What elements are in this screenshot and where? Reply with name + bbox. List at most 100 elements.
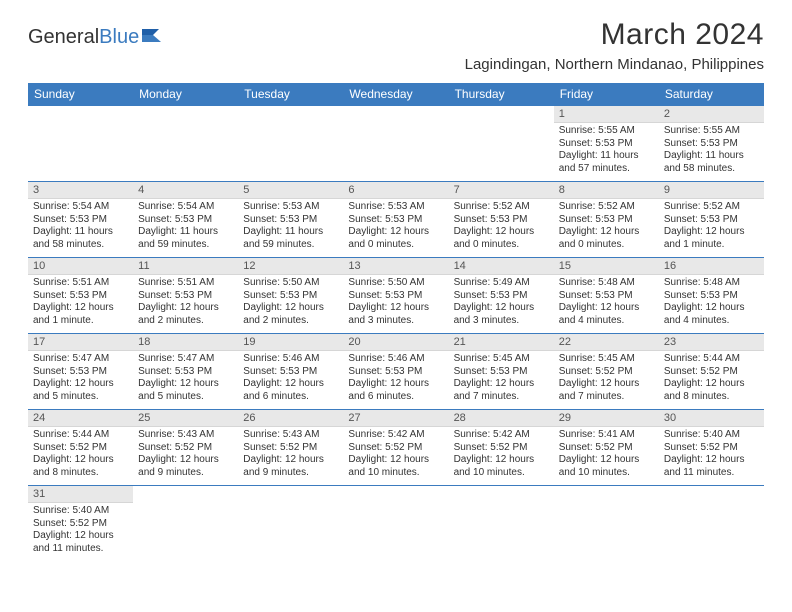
day-info: Sunrise: 5:47 AMSunset: 5:53 PMDaylight:… <box>28 351 133 406</box>
calendar-cell: 9Sunrise: 5:52 AMSunset: 5:53 PMDaylight… <box>659 182 764 258</box>
day-number: 20 <box>343 334 448 351</box>
sunrise-text: Sunrise: 5:51 AM <box>138 277 234 290</box>
sunset-text: Sunset: 5:53 PM <box>243 214 339 227</box>
daylight-text: Daylight: 11 hours and 58 minutes. <box>664 150 760 175</box>
month-title: March 2024 <box>465 18 764 52</box>
day-info: Sunrise: 5:52 AMSunset: 5:53 PMDaylight:… <box>554 199 659 254</box>
calendar-table: Sunday Monday Tuesday Wednesday Thursday… <box>28 83 764 562</box>
sunset-text: Sunset: 5:53 PM <box>243 366 339 379</box>
calendar-cell: 14Sunrise: 5:49 AMSunset: 5:53 PMDayligh… <box>449 258 554 334</box>
daylight-text: Daylight: 12 hours and 2 minutes. <box>138 302 234 327</box>
calendar-cell: 6Sunrise: 5:53 AMSunset: 5:53 PMDaylight… <box>343 182 448 258</box>
daylight-text: Daylight: 12 hours and 10 minutes. <box>348 454 444 479</box>
calendar-cell: 19Sunrise: 5:46 AMSunset: 5:53 PMDayligh… <box>238 334 343 410</box>
sunset-text: Sunset: 5:52 PM <box>664 366 760 379</box>
day-number: 21 <box>449 334 554 351</box>
daylight-text: Daylight: 12 hours and 10 minutes. <box>454 454 550 479</box>
day-info: Sunrise: 5:40 AMSunset: 5:52 PMDaylight:… <box>28 503 133 558</box>
sunset-text: Sunset: 5:52 PM <box>138 442 234 455</box>
sunrise-text: Sunrise: 5:48 AM <box>664 277 760 290</box>
daylight-text: Daylight: 12 hours and 3 minutes. <box>348 302 444 327</box>
calendar-body: 1Sunrise: 5:55 AMSunset: 5:53 PMDaylight… <box>28 106 764 562</box>
sunset-text: Sunset: 5:52 PM <box>559 366 655 379</box>
daylight-text: Daylight: 12 hours and 5 minutes. <box>33 378 129 403</box>
calendar-cell: 23Sunrise: 5:44 AMSunset: 5:52 PMDayligh… <box>659 334 764 410</box>
sunrise-text: Sunrise: 5:42 AM <box>348 429 444 442</box>
daylight-text: Daylight: 12 hours and 0 minutes. <box>559 226 655 251</box>
calendar-cell: 24Sunrise: 5:44 AMSunset: 5:52 PMDayligh… <box>28 410 133 486</box>
sunrise-text: Sunrise: 5:51 AM <box>33 277 129 290</box>
sunset-text: Sunset: 5:52 PM <box>33 518 129 531</box>
calendar-cell: 22Sunrise: 5:45 AMSunset: 5:52 PMDayligh… <box>554 334 659 410</box>
day-number: 1 <box>554 106 659 123</box>
day-number: 29 <box>554 410 659 427</box>
sunset-text: Sunset: 5:53 PM <box>454 366 550 379</box>
calendar-cell: 16Sunrise: 5:48 AMSunset: 5:53 PMDayligh… <box>659 258 764 334</box>
calendar-week: 1Sunrise: 5:55 AMSunset: 5:53 PMDaylight… <box>28 106 764 182</box>
day-header: Wednesday <box>343 83 448 106</box>
daylight-text: Daylight: 12 hours and 11 minutes. <box>664 454 760 479</box>
sunrise-text: Sunrise: 5:46 AM <box>348 353 444 366</box>
day-info: Sunrise: 5:54 AMSunset: 5:53 PMDaylight:… <box>28 199 133 254</box>
day-info: Sunrise: 5:48 AMSunset: 5:53 PMDaylight:… <box>659 275 764 330</box>
day-number: 8 <box>554 182 659 199</box>
calendar-cell <box>133 106 238 182</box>
calendar-cell: 7Sunrise: 5:52 AMSunset: 5:53 PMDaylight… <box>449 182 554 258</box>
day-number: 3 <box>28 182 133 199</box>
day-number: 30 <box>659 410 764 427</box>
calendar-cell <box>449 486 554 562</box>
daylight-text: Daylight: 12 hours and 9 minutes. <box>138 454 234 479</box>
sunset-text: Sunset: 5:53 PM <box>664 290 760 303</box>
day-number: 7 <box>449 182 554 199</box>
day-info: Sunrise: 5:52 AMSunset: 5:53 PMDaylight:… <box>449 199 554 254</box>
location-text: Lagindingan, Northern Mindanao, Philippi… <box>465 56 764 73</box>
calendar-cell: 4Sunrise: 5:54 AMSunset: 5:53 PMDaylight… <box>133 182 238 258</box>
sunset-text: Sunset: 5:52 PM <box>559 442 655 455</box>
day-number: 28 <box>449 410 554 427</box>
calendar-cell: 8Sunrise: 5:52 AMSunset: 5:53 PMDaylight… <box>554 182 659 258</box>
calendar-cell: 21Sunrise: 5:45 AMSunset: 5:53 PMDayligh… <box>449 334 554 410</box>
day-info: Sunrise: 5:54 AMSunset: 5:53 PMDaylight:… <box>133 199 238 254</box>
brand-part1: General <box>28 26 99 49</box>
day-info: Sunrise: 5:51 AMSunset: 5:53 PMDaylight:… <box>28 275 133 330</box>
calendar-cell: 15Sunrise: 5:48 AMSunset: 5:53 PMDayligh… <box>554 258 659 334</box>
calendar-cell <box>343 106 448 182</box>
brand-logo: GeneralBlue <box>28 26 163 49</box>
day-info: Sunrise: 5:41 AMSunset: 5:52 PMDaylight:… <box>554 427 659 482</box>
calendar-cell <box>133 486 238 562</box>
daylight-text: Daylight: 12 hours and 4 minutes. <box>664 302 760 327</box>
day-header: Tuesday <box>238 83 343 106</box>
day-header: Thursday <box>449 83 554 106</box>
day-info: Sunrise: 5:55 AMSunset: 5:53 PMDaylight:… <box>554 123 659 178</box>
sunrise-text: Sunrise: 5:54 AM <box>33 201 129 214</box>
sunset-text: Sunset: 5:52 PM <box>243 442 339 455</box>
day-header: Sunday <box>28 83 133 106</box>
daylight-text: Daylight: 12 hours and 4 minutes. <box>559 302 655 327</box>
daylight-text: Daylight: 12 hours and 3 minutes. <box>454 302 550 327</box>
sunrise-text: Sunrise: 5:53 AM <box>348 201 444 214</box>
sunrise-text: Sunrise: 5:43 AM <box>243 429 339 442</box>
daylight-text: Daylight: 12 hours and 1 minute. <box>664 226 760 251</box>
day-number: 14 <box>449 258 554 275</box>
day-info: Sunrise: 5:48 AMSunset: 5:53 PMDaylight:… <box>554 275 659 330</box>
page: GeneralBlue March 2024 Lagindingan, Nort… <box>0 0 792 572</box>
daylight-text: Daylight: 11 hours and 59 minutes. <box>243 226 339 251</box>
calendar-cell: 30Sunrise: 5:40 AMSunset: 5:52 PMDayligh… <box>659 410 764 486</box>
daylight-text: Daylight: 12 hours and 0 minutes. <box>348 226 444 251</box>
sunrise-text: Sunrise: 5:43 AM <box>138 429 234 442</box>
day-info: Sunrise: 5:50 AMSunset: 5:53 PMDaylight:… <box>343 275 448 330</box>
sunrise-text: Sunrise: 5:53 AM <box>243 201 339 214</box>
calendar-cell: 11Sunrise: 5:51 AMSunset: 5:53 PMDayligh… <box>133 258 238 334</box>
day-info: Sunrise: 5:53 AMSunset: 5:53 PMDaylight:… <box>238 199 343 254</box>
daylight-text: Daylight: 11 hours and 59 minutes. <box>138 226 234 251</box>
sunrise-text: Sunrise: 5:42 AM <box>454 429 550 442</box>
day-info: Sunrise: 5:53 AMSunset: 5:53 PMDaylight:… <box>343 199 448 254</box>
day-info: Sunrise: 5:55 AMSunset: 5:53 PMDaylight:… <box>659 123 764 178</box>
day-info: Sunrise: 5:45 AMSunset: 5:53 PMDaylight:… <box>449 351 554 406</box>
calendar-cell <box>554 486 659 562</box>
day-info: Sunrise: 5:50 AMSunset: 5:53 PMDaylight:… <box>238 275 343 330</box>
sunset-text: Sunset: 5:53 PM <box>138 290 234 303</box>
daylight-text: Daylight: 12 hours and 1 minute. <box>33 302 129 327</box>
day-number: 27 <box>343 410 448 427</box>
day-info: Sunrise: 5:43 AMSunset: 5:52 PMDaylight:… <box>133 427 238 482</box>
